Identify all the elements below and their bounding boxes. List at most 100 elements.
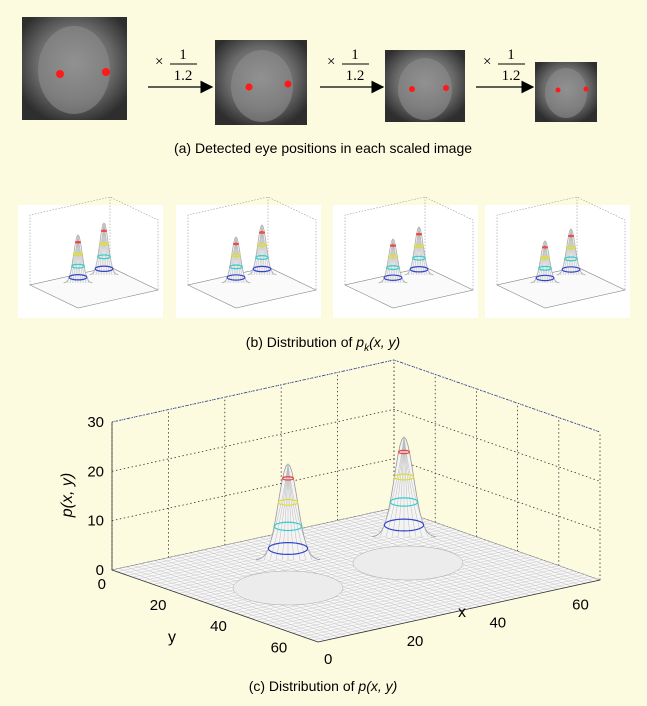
y-axis — [111, 569, 319, 643]
contour-ring — [540, 255, 550, 260]
x-tick-label: 40 — [489, 615, 506, 632]
contour-ring — [386, 265, 400, 271]
floor-mesh — [307, 576, 590, 639]
denominator: 1.2 — [346, 68, 365, 84]
mesh-line — [379, 436, 405, 538]
scaled-images — [22, 17, 597, 125]
wall-grid — [111, 408, 601, 482]
contour-ring — [383, 518, 425, 532]
small-plot — [485, 196, 630, 318]
contour-ring — [541, 245, 549, 249]
mesh-line — [261, 224, 274, 276]
mesh-line — [235, 236, 248, 284]
denominator: 1.2 — [174, 68, 193, 84]
floor-mesh — [281, 567, 564, 630]
small-plot — [176, 196, 321, 318]
mesh-line — [77, 234, 90, 284]
contour-ring — [232, 242, 240, 246]
contour-ring — [229, 264, 243, 270]
floor-mesh — [302, 574, 585, 637]
contour-ring — [535, 274, 555, 282]
face-image — [22, 17, 127, 120]
text-part: (c) Distribution of — [249, 678, 359, 694]
y-axis-label: y — [168, 629, 176, 646]
contour-ring — [99, 241, 109, 246]
y-tick-label: 60 — [271, 639, 288, 656]
z-axis-label: p(x, y) — [59, 473, 76, 518]
contour-ring — [409, 265, 429, 273]
mesh-line — [403, 436, 411, 538]
mesh-line — [287, 463, 313, 561]
times-sign: × — [155, 54, 163, 70]
mesh-line — [418, 226, 431, 276]
mesh-line — [403, 436, 417, 538]
face-image — [385, 50, 465, 122]
text-part: p — [355, 334, 364, 350]
mesh-line — [570, 228, 583, 276]
mesh-line — [263, 463, 289, 561]
z-tick-label: 0 — [96, 562, 104, 579]
contour-ring — [100, 229, 108, 233]
text-part: k — [364, 343, 370, 354]
z-tick-label: 10 — [87, 513, 104, 530]
floor-mesh — [256, 558, 539, 621]
wall-grid — [111, 458, 601, 532]
x-tick-label: 60 — [572, 596, 589, 613]
floor-mesh — [276, 565, 559, 628]
contour-ring — [415, 232, 423, 236]
small-plot — [333, 196, 478, 318]
contour-ring — [277, 498, 299, 506]
mesh-line — [391, 436, 405, 538]
y-tick-label: 20 — [150, 597, 167, 614]
main-plot: p(x, y) y x — [59, 359, 602, 646]
floor-mesh — [245, 554, 528, 617]
small-plot — [18, 196, 163, 318]
contour-ring — [414, 244, 424, 249]
y-tick-label: 0 — [98, 576, 106, 593]
contour-ring — [97, 254, 111, 260]
contour-ring — [231, 253, 241, 258]
contour-ring — [389, 497, 419, 507]
mesh-line — [403, 436, 429, 538]
floor-bump — [352, 545, 464, 581]
contour-ring — [94, 265, 114, 273]
floor-mesh — [297, 572, 580, 635]
contour-ring — [538, 265, 552, 271]
floor-mesh — [266, 561, 549, 625]
contour-ring — [389, 244, 397, 247]
mesh-line — [544, 240, 557, 284]
caption: (c) Distribution of p(x, y) — [249, 678, 398, 694]
floor-mesh — [287, 569, 570, 632]
x-tick-label: 20 — [407, 633, 424, 650]
contour-ring — [412, 255, 426, 261]
mesh-line — [397, 436, 405, 538]
contour-ring — [383, 274, 403, 281]
contour-ring — [73, 252, 83, 257]
text-part: (x, y) — [369, 334, 400, 350]
floor-mesh — [312, 578, 595, 641]
contour-ring — [71, 263, 85, 269]
denominator: 1.2 — [502, 68, 521, 84]
times-sign: × — [483, 54, 491, 70]
contour-ring — [393, 473, 415, 481]
contour-ring — [273, 521, 303, 532]
contour-ring — [281, 476, 295, 481]
mesh-line — [287, 463, 301, 561]
x-tick-label: 0 — [324, 651, 332, 668]
contour-ring — [257, 243, 267, 247]
text-part: p(x, y) — [357, 678, 397, 694]
contour-ring — [252, 265, 272, 273]
caption: (b) Distribution of pk(x, y) — [246, 334, 400, 354]
wall-grid — [111, 359, 601, 433]
text-part: (b) Distribution of — [246, 334, 356, 350]
floor-bump — [232, 570, 344, 606]
contour-ring — [561, 266, 581, 273]
contour-ring — [397, 449, 411, 455]
z-tick-label: 30 — [87, 414, 104, 431]
times-sign: × — [327, 54, 335, 70]
contour-ring — [564, 256, 578, 262]
numerator: 1 — [507, 47, 515, 63]
x-axis-label: x — [458, 604, 466, 621]
